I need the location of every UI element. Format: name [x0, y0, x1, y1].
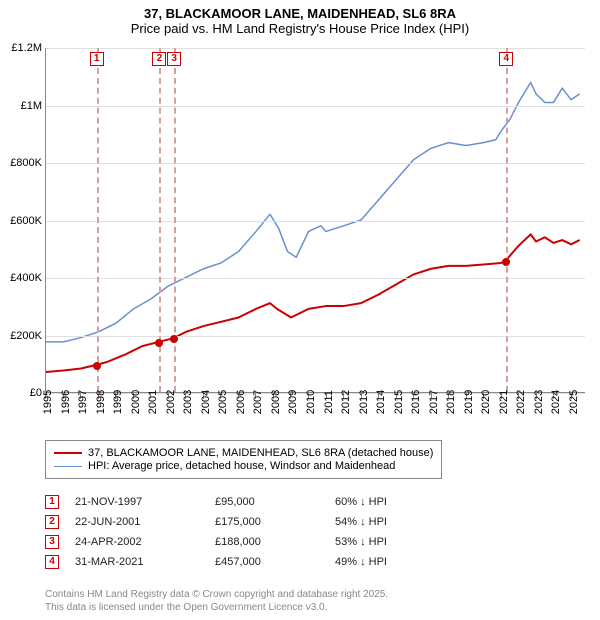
- gridline-h: [46, 48, 585, 49]
- x-axis-label: 2018: [445, 390, 457, 414]
- x-axis-label: 2016: [410, 390, 422, 414]
- gridline-h: [46, 221, 585, 222]
- x-axis-label: 2017: [428, 390, 440, 414]
- x-axis-label: 2025: [568, 390, 580, 414]
- x-axis-label: 2003: [182, 390, 194, 414]
- x-axis-label: 2015: [393, 390, 405, 414]
- legend-item: HPI: Average price, detached house, Wind…: [54, 460, 433, 472]
- x-axis-label: 2013: [358, 390, 370, 414]
- sale-date: 21-NOV-1997: [75, 496, 215, 508]
- x-axis-label: 2010: [305, 390, 317, 414]
- y-axis-label: £200K: [10, 330, 42, 342]
- sale-row: 4 31-MAR-2021£457,00049% ↓ HPI: [45, 552, 455, 572]
- title-line1: 37, BLACKAMOOR LANE, MAIDENHEAD, SL6 8RA: [10, 6, 590, 21]
- sale-row-badge: 4: [45, 555, 59, 569]
- legend-label: HPI: Average price, detached house, Wind…: [88, 460, 395, 472]
- x-axis-label: 2023: [533, 390, 545, 414]
- legend-swatch: [54, 452, 82, 454]
- sale-delta: 49% ↓ HPI: [335, 556, 455, 568]
- footer-line2: This data is licensed under the Open Gov…: [45, 601, 388, 614]
- legend-swatch: [54, 466, 82, 467]
- sale-marker-line: [506, 48, 508, 392]
- chart-title-block: 37, BLACKAMOOR LANE, MAIDENHEAD, SL6 8RA…: [0, 0, 600, 38]
- sale-delta: 60% ↓ HPI: [335, 496, 455, 508]
- sale-date: 24-APR-2002: [75, 536, 215, 548]
- sale-price: £457,000: [215, 556, 335, 568]
- y-axis-label: £1M: [21, 100, 42, 112]
- x-axis-label: 1995: [42, 390, 54, 414]
- gridline-h: [46, 106, 585, 107]
- x-axis-label: 2014: [375, 390, 387, 414]
- x-axis-label: 1998: [95, 390, 107, 414]
- chart-plot-area: £0£200K£400K£600K£800K£1M£1.2M1234: [45, 48, 585, 393]
- x-axis-label: 2006: [235, 390, 247, 414]
- x-axis-label: 2011: [323, 390, 335, 414]
- y-axis-label: £400K: [10, 272, 42, 284]
- sale-marker-dot: [155, 339, 163, 347]
- gridline-h: [46, 163, 585, 164]
- y-axis-label: £0: [30, 387, 42, 399]
- x-axis-label: 1996: [60, 390, 72, 414]
- sale-marker-badge: 1: [90, 52, 104, 66]
- legend-item: 37, BLACKAMOOR LANE, MAIDENHEAD, SL6 8RA…: [54, 447, 433, 459]
- y-axis-label: £1.2M: [11, 42, 42, 54]
- sale-row: 3 24-APR-2002£188,00053% ↓ HPI: [45, 532, 455, 552]
- sale-date: 31-MAR-2021: [75, 556, 215, 568]
- gridline-h: [46, 336, 585, 337]
- x-axis-label: 2001: [147, 390, 159, 414]
- x-axis-label: 2022: [515, 390, 527, 414]
- x-axis-label: 1997: [77, 390, 89, 414]
- sale-price: £95,000: [215, 496, 335, 508]
- series-hpi: [46, 82, 580, 341]
- legend-box: 37, BLACKAMOOR LANE, MAIDENHEAD, SL6 8RA…: [45, 440, 442, 479]
- x-axis-label: 2004: [200, 390, 212, 414]
- sale-row: 2 22-JUN-2001£175,00054% ↓ HPI: [45, 512, 455, 532]
- x-axis-label: 2020: [480, 390, 492, 414]
- x-axis-label: 2012: [340, 390, 352, 414]
- x-axis-label: 2000: [130, 390, 142, 414]
- sale-row-badge: 3: [45, 535, 59, 549]
- sale-marker-badge: 4: [499, 52, 513, 66]
- sale-row-badge: 2: [45, 515, 59, 529]
- x-axis-label: 2019: [463, 390, 475, 414]
- legend-label: 37, BLACKAMOOR LANE, MAIDENHEAD, SL6 8RA…: [88, 447, 433, 459]
- x-axis-label: 2002: [165, 390, 177, 414]
- sale-marker-dot: [502, 258, 510, 266]
- sale-price: £188,000: [215, 536, 335, 548]
- sale-delta: 54% ↓ HPI: [335, 516, 455, 528]
- footer-line1: Contains HM Land Registry data © Crown c…: [45, 588, 388, 601]
- sale-row-badge: 1: [45, 495, 59, 509]
- sales-table: 1 21-NOV-1997£95,00060% ↓ HPI 2 22-JUN-2001…: [45, 492, 455, 572]
- sale-marker-line: [97, 48, 99, 392]
- x-axis-ticks: 1995199619971998199920002001200220032004…: [45, 396, 585, 444]
- sale-delta: 53% ↓ HPI: [335, 536, 455, 548]
- series-price_paid: [46, 234, 580, 372]
- x-axis-label: 1999: [112, 390, 124, 414]
- sale-marker-badge: 2: [152, 52, 166, 66]
- x-axis-label: 2021: [498, 390, 510, 414]
- x-axis-label: 2007: [252, 390, 264, 414]
- x-axis-label: 2024: [550, 390, 562, 414]
- sale-price: £175,000: [215, 516, 335, 528]
- footer-attribution: Contains HM Land Registry data © Crown c…: [45, 588, 388, 614]
- sale-marker-dot: [170, 335, 178, 343]
- sale-marker-badge: 3: [167, 52, 181, 66]
- x-axis-label: 2008: [270, 390, 282, 414]
- gridline-h: [46, 278, 585, 279]
- y-axis-label: £800K: [10, 157, 42, 169]
- x-axis-label: 2009: [287, 390, 299, 414]
- y-axis-label: £600K: [10, 215, 42, 227]
- sale-date: 22-JUN-2001: [75, 516, 215, 528]
- title-line2: Price paid vs. HM Land Registry's House …: [10, 21, 590, 36]
- sale-row: 1 21-NOV-1997£95,00060% ↓ HPI: [45, 492, 455, 512]
- sale-marker-dot: [93, 362, 101, 370]
- x-axis-label: 2005: [217, 390, 229, 414]
